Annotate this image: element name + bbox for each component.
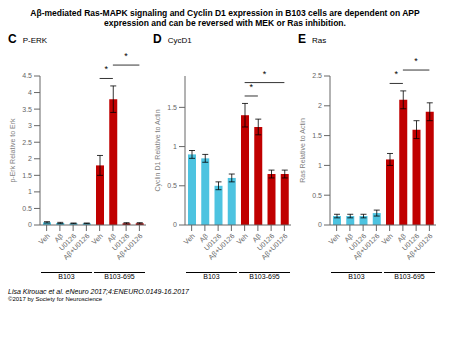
svg-text:2.5: 2.5 <box>22 139 32 146</box>
svg-text:Veh: Veh <box>235 233 249 247</box>
svg-text:*: * <box>414 56 418 66</box>
html-text:Lisa Kirouac et al. eNeuro 201: Lisa Kirouac et al. eNeuro 2017;4:ENEURO… <box>8 288 189 296</box>
svg-text:Aβ: Aβ <box>198 232 210 244</box>
svg-text:0.5: 0.5 <box>312 192 322 199</box>
svg-text:1: 1 <box>173 143 177 150</box>
svg-text:Aβ: Aβ <box>53 232 65 244</box>
svg-text:0.5: 0.5 <box>167 183 177 190</box>
svg-text:Aβ+U0126: Aβ+U0126 <box>260 233 289 262</box>
svg-text:0: 0 <box>318 222 322 229</box>
html-text:B103: B103 <box>348 273 365 281</box>
svg-text:1: 1 <box>318 162 322 169</box>
html-text:©2017 by Society for Neuroscie: ©2017 by Society for Neuroscience <box>8 296 103 303</box>
svg-text:Aβ: Aβ <box>106 232 118 244</box>
svg-text:3: 3 <box>28 123 32 130</box>
html-text:E: E <box>298 32 306 47</box>
svg-text:4.5: 4.5 <box>22 73 32 80</box>
svg-text:p-Erk Relative to Erk: p-Erk Relative to Erk <box>9 118 17 183</box>
svg-text:Veh: Veh <box>380 233 394 247</box>
svg-text:Aβ+U0126: Aβ+U0126 <box>405 233 434 262</box>
svg-text:2.5: 2.5 <box>312 73 322 80</box>
svg-text:Aβ+U0126: Aβ+U0126 <box>207 233 236 262</box>
svg-text:Aβ+U0126: Aβ+U0126 <box>352 233 381 262</box>
svg-text:Veh: Veh <box>90 233 104 247</box>
svg-text:0: 0 <box>173 222 177 229</box>
html-text:D CycD1: D CycD1 <box>153 32 192 47</box>
svg-text:3.5: 3.5 <box>22 106 32 113</box>
svg-text:*: * <box>263 69 267 79</box>
html-text:B103-695: B103-695 <box>249 273 280 281</box>
svg-text:4: 4 <box>28 89 32 96</box>
svg-text:*: * <box>104 65 108 75</box>
svg-text:Aβ: Aβ <box>343 232 355 244</box>
svg-text:0: 0 <box>28 222 32 229</box>
svg-text:Ras Relative to Actin: Ras Relative to Actin <box>299 118 306 183</box>
svg-text:2: 2 <box>28 156 32 163</box>
svg-text:1.5: 1.5 <box>312 132 322 139</box>
html-text:C P-ERK: C P-ERK <box>8 32 48 47</box>
svg-text:Veh: Veh <box>327 233 341 247</box>
svg-text:Aβ: Aβ <box>396 232 408 244</box>
svg-text:Aβ+U0126: Aβ+U0126 <box>115 233 144 262</box>
svg-text:Veh: Veh <box>37 233 51 247</box>
svg-text:Aβ+U0126: Aβ+U0126 <box>62 233 91 262</box>
svg-text:*: * <box>394 70 398 80</box>
svg-text:Veh: Veh <box>182 233 196 247</box>
html-text:B103: B103 <box>203 273 220 281</box>
html-text:B103-695: B103-695 <box>394 273 425 281</box>
svg-text:1.5: 1.5 <box>167 104 177 111</box>
html-text:Ras: Ras <box>312 36 327 46</box>
html-text:B103: B103 <box>58 273 75 281</box>
svg-text:Cyclin D1 Relative to Actin: Cyclin D1 Relative to Actin <box>154 110 162 192</box>
svg-text:*: * <box>249 82 253 92</box>
svg-text:2: 2 <box>318 103 322 110</box>
svg-text:1.5: 1.5 <box>22 172 32 179</box>
svg-text:Aβ: Aβ <box>251 232 263 244</box>
html-text:B103-695: B103-695 <box>104 273 135 281</box>
html-text:Aβ-mediated Ras-MAPK signaling: Aβ-mediated Ras-MAPK signaling and Cycli… <box>30 8 420 29</box>
svg-text:*: * <box>124 51 128 61</box>
svg-text:1: 1 <box>28 189 32 196</box>
svg-text:0.5: 0.5 <box>22 205 32 212</box>
